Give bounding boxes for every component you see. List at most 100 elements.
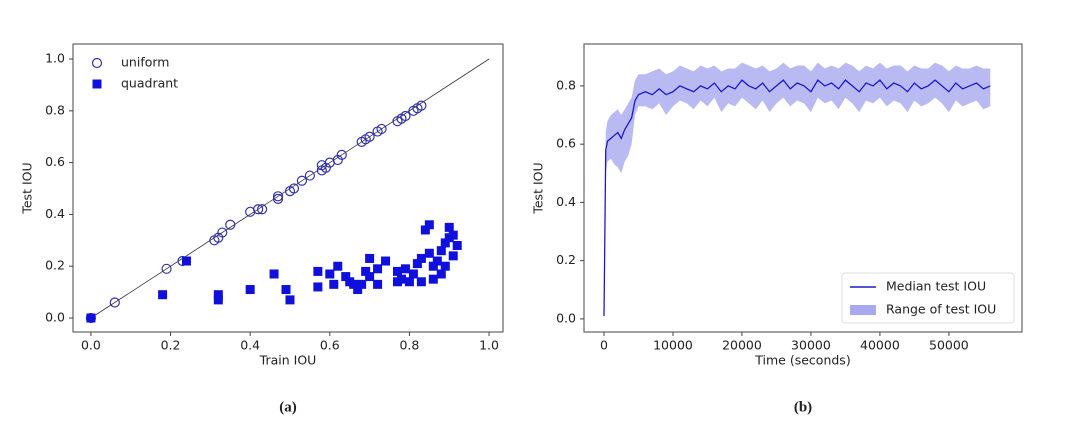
x-tick-label: 0.8: [399, 338, 419, 353]
point: [420, 225, 430, 235]
point: [269, 269, 279, 279]
x-tick-label: 10000: [653, 338, 693, 353]
y-axis-label: Test IOU: [20, 162, 35, 214]
point: [181, 256, 191, 266]
legend-marker: [92, 79, 102, 89]
point: [424, 220, 434, 230]
point: [408, 269, 418, 279]
point: [253, 204, 264, 215]
point: [428, 261, 438, 271]
point: [416, 277, 426, 287]
point: [213, 290, 223, 300]
point: [365, 253, 375, 263]
x-axis-label: Train IOU: [259, 353, 317, 368]
legend-box: [841, 272, 1015, 324]
point: [444, 222, 454, 232]
legend-marker: [91, 57, 103, 69]
point: [361, 266, 371, 276]
point: [341, 272, 351, 282]
point: [313, 282, 323, 292]
point: [161, 263, 172, 274]
point: [329, 279, 339, 289]
y-tick-label: 0.2: [556, 252, 576, 267]
point: [245, 285, 255, 295]
x-tick-label: 20000: [722, 338, 762, 353]
point: [364, 131, 375, 142]
x-tick-label: 0: [600, 338, 608, 353]
y-tick-label: 0.2: [45, 258, 65, 273]
point: [373, 264, 383, 274]
point: [333, 261, 343, 271]
point: [272, 193, 284, 204]
point: [432, 256, 442, 266]
point: [353, 285, 363, 295]
point: [381, 256, 391, 266]
plot-frame: [583, 43, 1023, 333]
x-tick-label: 0.4: [240, 338, 260, 353]
point: [416, 253, 426, 263]
x-tick-label: 0.6: [320, 338, 340, 353]
caption: (a): [279, 399, 297, 415]
legend-label: uniform: [121, 55, 169, 70]
point: [296, 175, 308, 186]
point: [452, 240, 462, 250]
y-tick-label: 0.6: [45, 154, 65, 169]
caption: (b): [794, 399, 812, 415]
y-tick-label: 0.4: [556, 194, 576, 209]
point: [313, 266, 323, 276]
legend-label: quadrant: [121, 76, 178, 91]
point: [288, 183, 300, 194]
point: [428, 274, 438, 284]
x-tick-label: 30000: [791, 338, 831, 353]
point: [440, 261, 450, 271]
y-axis-label: Test IOU: [531, 162, 546, 214]
median-line: [603, 79, 991, 316]
y-tick-label: 0.0: [45, 310, 65, 325]
point: [325, 269, 335, 279]
point: [396, 274, 406, 284]
point: [400, 110, 411, 122]
x-tick-label: 1.0: [479, 338, 499, 353]
x-tick-label: 0.0: [81, 338, 101, 353]
x-axis-label: Time (seconds): [754, 353, 850, 368]
y-tick-label: 0.8: [556, 77, 576, 92]
point: [400, 264, 410, 274]
point: [217, 227, 228, 238]
x-tick-label: 0.2: [161, 338, 181, 353]
legend-label: Range of test IOU: [886, 302, 996, 317]
point: [376, 123, 387, 135]
y-tick-label: 1.0: [45, 51, 65, 66]
point: [392, 266, 402, 276]
point: [109, 297, 120, 308]
point: [158, 290, 168, 300]
point: [412, 259, 422, 269]
point: [86, 313, 96, 323]
point: [404, 277, 414, 287]
point: [281, 285, 291, 295]
plot-frame: [72, 43, 504, 333]
point: [448, 251, 458, 261]
legend-patch: [850, 305, 876, 315]
y-tick-label: 0.0: [556, 310, 576, 325]
point: [257, 204, 268, 215]
point: [440, 238, 450, 248]
point: [373, 279, 383, 289]
point: [365, 272, 375, 282]
point: [272, 191, 284, 202]
y-tick-label: 0.6: [556, 136, 576, 151]
point: [357, 279, 367, 289]
point: [448, 230, 458, 240]
point: [424, 248, 434, 258]
legend-label: Median test IOU: [886, 279, 986, 294]
y-tick-label: 0.4: [45, 206, 65, 221]
y-tick-label: 0.8: [45, 102, 65, 117]
point: [436, 246, 446, 256]
point: [436, 269, 446, 279]
point: [416, 100, 427, 111]
point: [285, 295, 295, 305]
point: [349, 279, 359, 289]
x-tick-label: 50000: [929, 338, 969, 353]
x-tick-label: 40000: [860, 338, 900, 353]
